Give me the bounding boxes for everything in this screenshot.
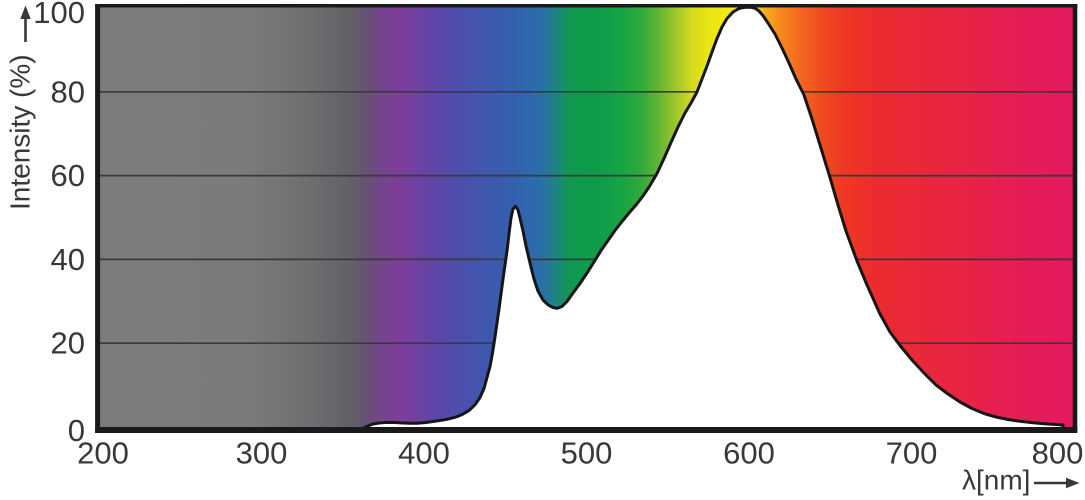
- svg-text:300: 300: [236, 436, 288, 471]
- svg-text:20: 20: [51, 326, 85, 361]
- svg-text:40: 40: [51, 242, 85, 277]
- svg-text:400: 400: [398, 436, 450, 471]
- svg-text:0: 0: [68, 413, 85, 448]
- svg-text:100: 100: [33, 0, 85, 30]
- svg-text:Intensity (%): Intensity (%): [5, 54, 36, 210]
- svg-text:80: 80: [51, 74, 85, 109]
- svg-text:λ[nm]: λ[nm]: [962, 465, 1030, 496]
- svg-text:700: 700: [886, 436, 938, 471]
- svg-text:800: 800: [1032, 436, 1084, 471]
- svg-text:500: 500: [561, 436, 613, 471]
- svg-text:60: 60: [51, 158, 85, 193]
- svg-text:600: 600: [723, 436, 775, 471]
- svg-text:200: 200: [77, 436, 129, 471]
